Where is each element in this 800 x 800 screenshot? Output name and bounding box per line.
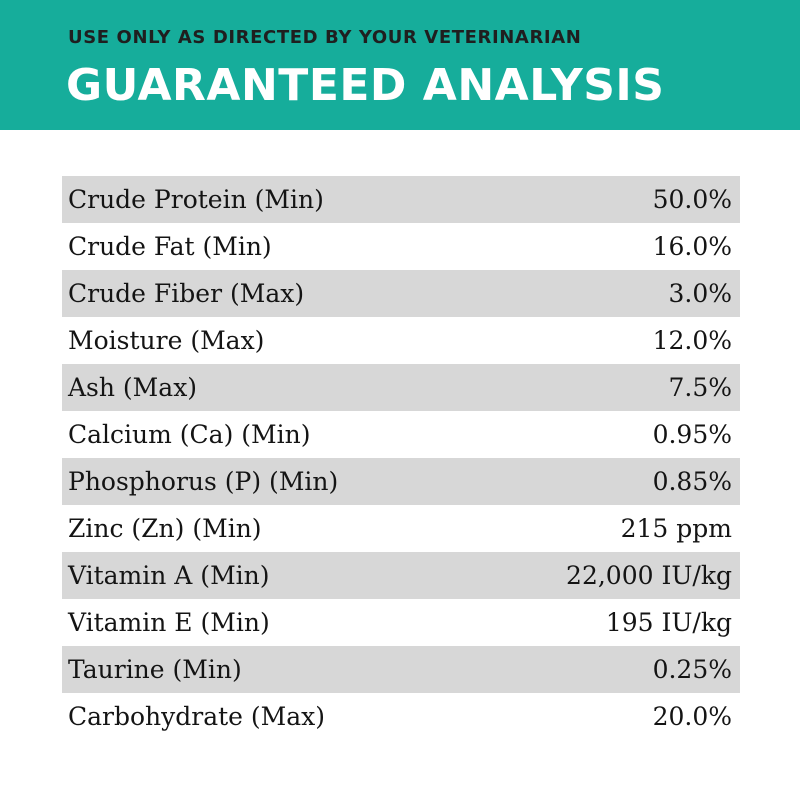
- table-row: Moisture (Max) 12.0%: [62, 317, 740, 364]
- table-row: Crude Fiber (Max) 3.0%: [62, 270, 740, 317]
- table-row: Ash (Max) 7.5%: [62, 364, 740, 411]
- nutrient-name: Crude Fat (Min): [68, 232, 272, 261]
- table-row: Taurine (Min) 0.25%: [62, 646, 740, 693]
- nutrient-value: 195 IU/kg: [605, 608, 732, 637]
- nutrient-value: 215 ppm: [620, 514, 732, 543]
- nutrient-name: Phosphorus (P) (Min): [68, 467, 339, 496]
- nutrient-value: 16.0%: [652, 232, 732, 261]
- nutrient-value: 0.95%: [652, 420, 732, 449]
- table-row: Calcium (Ca) (Min) 0.95%: [62, 411, 740, 458]
- nutrient-name: Taurine (Min): [68, 655, 242, 684]
- page-title: GUARANTEED ANALYSIS: [66, 60, 665, 111]
- analysis-table: Crude Protein (Min) 50.0% Crude Fat (Min…: [62, 176, 740, 740]
- table-row: Crude Fat (Min) 16.0%: [62, 223, 740, 270]
- table-row: Zinc (Zn) (Min) 215 ppm: [62, 505, 740, 552]
- nutrient-name: Ash (Max): [68, 373, 198, 402]
- table-row: Crude Protein (Min) 50.0%: [62, 176, 740, 223]
- nutrient-name: Moisture (Max): [68, 326, 265, 355]
- nutrient-name: Vitamin A (Min): [68, 561, 270, 590]
- table-row: Carbohydrate (Max) 20.0%: [62, 693, 740, 740]
- table-row: Vitamin E (Min) 195 IU/kg: [62, 599, 740, 646]
- nutrient-value: 20.0%: [652, 702, 732, 731]
- nutrient-value: 0.85%: [652, 467, 732, 496]
- nutrient-value: 0.25%: [652, 655, 732, 684]
- nutrient-value: 12.0%: [652, 326, 732, 355]
- nutrient-name: Zinc (Zn) (Min): [68, 514, 262, 543]
- table-row: Phosphorus (P) (Min) 0.85%: [62, 458, 740, 505]
- nutrient-value: 7.5%: [668, 373, 732, 402]
- nutrient-name: Calcium (Ca) (Min): [68, 420, 311, 449]
- nutrient-value: 50.0%: [652, 185, 732, 214]
- header-banner: USE ONLY AS DIRECTED BY YOUR VETERINARIA…: [0, 0, 800, 130]
- nutrient-value: 3.0%: [668, 279, 732, 308]
- veterinarian-notice: USE ONLY AS DIRECTED BY YOUR VETERINARIA…: [68, 27, 582, 48]
- nutrient-name: Carbohydrate (Max): [68, 702, 326, 731]
- nutrient-name: Crude Protein (Min): [68, 185, 324, 214]
- table-row: Vitamin A (Min) 22,000 IU/kg: [62, 552, 740, 599]
- nutrient-value: 22,000 IU/kg: [566, 561, 732, 590]
- nutrient-name: Vitamin E (Min): [68, 608, 270, 637]
- nutrient-name: Crude Fiber (Max): [68, 279, 305, 308]
